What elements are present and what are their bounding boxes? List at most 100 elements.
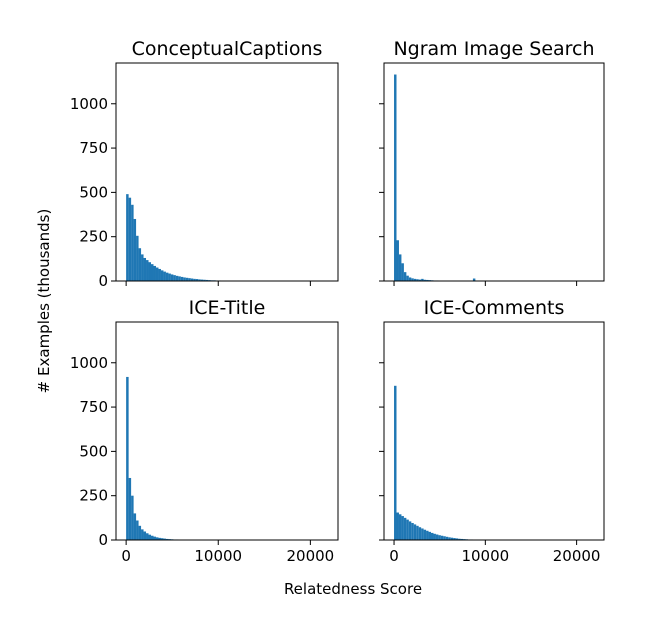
panel-title: ICE-Title bbox=[189, 297, 266, 319]
histogram-bar bbox=[396, 512, 399, 540]
panel-2: Ngram Image Search bbox=[379, 38, 605, 286]
histogram-bar bbox=[408, 277, 412, 281]
histogram-bar bbox=[158, 268, 161, 281]
y-tick-label: 750 bbox=[79, 398, 108, 416]
histogram-bar bbox=[203, 279, 206, 281]
histogram-bar bbox=[180, 276, 184, 281]
histogram-bar bbox=[394, 74, 397, 282]
histogram-bar bbox=[146, 260, 149, 281]
histogram-bar bbox=[423, 279, 427, 281]
histogram-bar bbox=[170, 274, 174, 281]
histogram-bar bbox=[133, 513, 137, 540]
histogram-bar bbox=[131, 204, 134, 281]
histogram-bar bbox=[138, 248, 142, 281]
histogram-bar bbox=[155, 537, 159, 540]
histogram-bar bbox=[418, 527, 422, 540]
histogram-bar bbox=[146, 533, 149, 540]
histogram-bar bbox=[401, 263, 404, 281]
panel-title: ConceptualCaptions bbox=[132, 38, 323, 60]
histogram-bar bbox=[398, 514, 402, 540]
histogram-bar bbox=[160, 270, 164, 281]
histogram-bar bbox=[151, 535, 154, 540]
histogram-bar bbox=[165, 538, 169, 540]
histogram-bar bbox=[138, 525, 142, 540]
histogram-bar bbox=[173, 275, 176, 281]
histogram-bar bbox=[394, 385, 397, 540]
histogram-bar bbox=[190, 278, 194, 281]
histogram-bar bbox=[143, 257, 147, 281]
histogram-bar bbox=[151, 264, 154, 281]
histogram-bar bbox=[178, 276, 181, 281]
histogram-bar bbox=[421, 528, 424, 540]
y-tick-label: 250 bbox=[79, 228, 108, 246]
histogram-bar bbox=[128, 477, 132, 540]
y-tick-label: 0 bbox=[98, 272, 108, 290]
y-tick-label: 250 bbox=[79, 487, 108, 505]
plot-frame bbox=[383, 321, 605, 541]
histogram-bar bbox=[200, 279, 204, 281]
x-tick-label: 10000 bbox=[194, 547, 242, 565]
x-axis-label: Relatedness Score bbox=[284, 580, 422, 598]
histogram-bar bbox=[126, 376, 129, 540]
histogram-bar bbox=[143, 531, 147, 540]
histogram-bar bbox=[435, 534, 439, 540]
plot-frame bbox=[383, 62, 605, 282]
x-tick-label: 10000 bbox=[461, 547, 509, 565]
histogram-bar bbox=[141, 254, 144, 281]
y-tick-label: 1000 bbox=[70, 354, 108, 372]
histogram-bar bbox=[448, 537, 451, 540]
y-tick-label: 0 bbox=[98, 531, 108, 549]
histogram-bar bbox=[460, 538, 464, 540]
x-tick-label: 20000 bbox=[287, 547, 335, 565]
histogram-bar bbox=[416, 279, 419, 281]
histogram-bar bbox=[406, 275, 409, 281]
histogram-bar bbox=[401, 516, 404, 540]
y-tick-label: 1000 bbox=[70, 95, 108, 113]
histogram-bar bbox=[188, 278, 191, 281]
histogram-bar bbox=[403, 272, 407, 281]
histogram-bar bbox=[418, 279, 422, 281]
histogram-bar bbox=[406, 519, 409, 540]
histogram-bar bbox=[193, 278, 196, 281]
histogram-bar bbox=[413, 278, 417, 281]
histogram-bar bbox=[136, 520, 139, 540]
histogram-bar bbox=[205, 279, 209, 281]
plot-frame bbox=[115, 62, 339, 282]
histogram-bar bbox=[445, 536, 449, 540]
x-tick-label: 0 bbox=[389, 547, 399, 565]
histogram-bar bbox=[163, 538, 166, 540]
histogram-bar bbox=[185, 277, 189, 281]
histogram-bar bbox=[438, 535, 441, 540]
histogram-bar bbox=[411, 278, 414, 281]
histogram-bar bbox=[136, 235, 139, 281]
histogram-bar bbox=[195, 279, 199, 281]
histogram-bar bbox=[163, 271, 166, 281]
histogram-bar bbox=[416, 525, 419, 540]
histogram-bar bbox=[411, 522, 414, 540]
histogram-bar bbox=[423, 529, 427, 540]
plot-frame bbox=[115, 321, 339, 541]
histogram-bar bbox=[426, 279, 429, 281]
histogram-bar bbox=[453, 538, 456, 540]
histogram-bar bbox=[160, 538, 164, 540]
histogram-bar bbox=[398, 254, 402, 281]
histogram-bar bbox=[133, 218, 137, 281]
histogram-bar bbox=[443, 536, 446, 540]
histogram-bar bbox=[428, 531, 432, 540]
panel-1: ConceptualCaptions 0 250 500 750 1000 bbox=[70, 38, 339, 290]
histogram-bar bbox=[408, 521, 412, 540]
histogram-bar bbox=[440, 535, 444, 540]
panel-title: ICE-Comments bbox=[424, 297, 565, 319]
histogram-bar bbox=[126, 194, 129, 281]
panel-title: Ngram Image Search bbox=[393, 38, 594, 60]
histogram-bar bbox=[472, 278, 476, 281]
panel-4: ICE-Comments 0 10000 20000 bbox=[379, 297, 605, 565]
histogram-bar bbox=[450, 537, 454, 540]
histogram-bar bbox=[426, 530, 429, 540]
y-tick-label: 750 bbox=[79, 139, 108, 157]
y-tick-label: 500 bbox=[79, 442, 108, 460]
histogram-bar bbox=[148, 262, 152, 281]
histogram-bar bbox=[165, 272, 169, 281]
histogram-bar bbox=[403, 517, 407, 540]
